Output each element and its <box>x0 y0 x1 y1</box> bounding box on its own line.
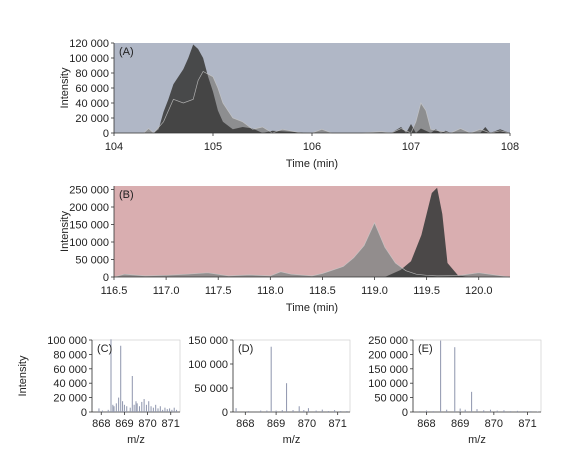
panel-label-d: (D) <box>238 343 253 355</box>
y-tick-label-e-0: 0 <box>402 407 408 419</box>
x-tick-label-c-2: 870 <box>138 418 156 430</box>
y-tick-label-c-5: 100 000 <box>47 335 87 347</box>
y-tick-label-a-0: 0 <box>103 128 109 140</box>
y-tick-label-d-1: 50 000 <box>194 383 228 395</box>
x-axis-label-a: Time (min) <box>286 158 338 170</box>
panel-label-a: (A) <box>119 46 134 58</box>
x-tick-label-e-2: 870 <box>485 418 503 430</box>
y-tick-label-d-3: 150 000 <box>188 335 228 347</box>
x-tick-label-b-2: 117.5 <box>205 285 232 297</box>
x-tick-label-e-1: 869 <box>451 418 469 430</box>
x-tick-label-e-0: 868 <box>417 418 435 430</box>
x-tick-label-b-5: 119.0 <box>361 285 388 297</box>
y-axis-label-b: Intensity <box>59 211 71 252</box>
series-b-2-area <box>114 187 510 277</box>
series-a-2-area <box>114 44 510 133</box>
x-tick-label-a-3: 107 <box>402 141 420 153</box>
panel-label-b: (B) <box>119 189 134 201</box>
y-tick-label-e-3: 150 000 <box>368 364 408 376</box>
y-tick-label-c-4: 80 000 <box>53 349 87 361</box>
x-tick-label-b-7: 120.0 <box>465 285 493 297</box>
y-tick-label-b-2: 100 000 <box>69 237 109 249</box>
y-tick-label-d-0: 0 <box>222 407 228 419</box>
panel-label-e: (E) <box>418 343 433 355</box>
y-tick-label-a-1: 20 000 <box>75 113 109 125</box>
x-tick-label-c-1: 869 <box>115 418 133 430</box>
x-axis-label-e: m/z <box>468 434 486 446</box>
y-tick-label-c-1: 20 000 <box>53 393 87 405</box>
x-tick-label-b-1: 117.0 <box>153 285 180 297</box>
x-axis-label-d: m/z <box>283 434 301 446</box>
y-tick-label-b-3: 150 000 <box>69 220 109 232</box>
y-axis-label-c: Intensity <box>17 355 29 396</box>
x-tick-label-a-0: 104 <box>105 141 123 153</box>
y-tick-label-e-2: 100 000 <box>368 378 408 390</box>
y-tick-label-e-5: 250 000 <box>368 335 408 347</box>
y-tick-label-b-0: 0 <box>103 272 109 284</box>
x-tick-label-d-1: 869 <box>267 418 285 430</box>
y-axis-label-a: Intensity <box>59 67 71 108</box>
x-axis-label-c: m/z <box>127 434 145 446</box>
y-tick-label-a-6: 120 000 <box>69 38 109 50</box>
panel-c: 0 20 000 40 000 60 000 80 000 100 000 868 869 87… <box>17 335 181 446</box>
panel-a: 0 20 000 40 000 60 000 80 000 100 000 120 000 1… <box>59 38 519 170</box>
y-tick-label-c-0: 0 <box>81 407 87 419</box>
panel-b-background <box>114 186 510 277</box>
x-tick-label-b-0: 116.5 <box>101 285 128 297</box>
x-tick-label-a-4: 108 <box>501 141 519 153</box>
y-tick-label-e-4: 200 000 <box>368 349 408 361</box>
panel-d: 0 50 000 100 000 150 000 868 869 870 871 m/z (D) <box>188 335 351 446</box>
x-tick-label-c-0: 868 <box>92 418 110 430</box>
y-tick-label-c-2: 40 000 <box>53 378 87 390</box>
y-tick-label-e-1: 50 000 <box>374 393 408 405</box>
x-tick-label-b-6: 119.5 <box>413 285 440 297</box>
panel-b: 0 50 000 100 000 150 000 200 000 250 000 116.5… <box>59 185 511 314</box>
y-tick-label-c-3: 60 000 <box>53 364 87 376</box>
x-tick-label-b-4: 118.5 <box>309 285 336 297</box>
y-tick-label-d-2: 100 000 <box>188 359 228 371</box>
y-tick-label-b-5: 250 000 <box>69 185 109 197</box>
x-tick-label-e-3: 871 <box>518 418 536 430</box>
x-tick-label-b-3: 118.0 <box>257 285 284 297</box>
x-tick-label-d-0: 868 <box>236 418 254 430</box>
y-tick-label-a-2: 40 000 <box>75 98 109 110</box>
y-tick-label-a-5: 100 000 <box>69 53 109 65</box>
x-axis-label-b: Time (min) <box>286 302 338 314</box>
panel-label-c: (C) <box>97 343 112 355</box>
x-tick-label-a-1: 105 <box>204 141 222 153</box>
y-tick-label-a-4: 80 000 <box>75 68 109 80</box>
series-b-1-line <box>113 221 511 278</box>
y-tick-label-a-3: 60 000 <box>75 83 109 95</box>
x-tick-label-d-2: 870 <box>298 418 316 430</box>
y-tick-label-b-4: 200 000 <box>69 202 109 214</box>
x-tick-label-a-2: 106 <box>303 141 321 153</box>
y-tick-label-b-1: 50 000 <box>75 255 109 267</box>
x-tick-label-c-3: 871 <box>162 418 180 430</box>
panel-e: 0 50 000 100 000 150 000 200 000 250 000 868 86… <box>368 335 542 446</box>
x-tick-label-d-3: 871 <box>329 418 347 430</box>
